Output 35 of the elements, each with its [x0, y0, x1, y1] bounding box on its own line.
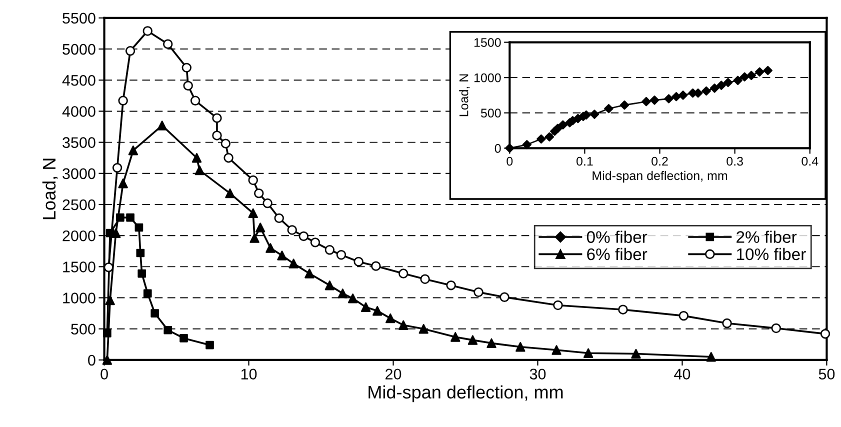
x-tick-label: 50: [818, 368, 835, 380]
y-tick-label: 1500: [63, 262, 96, 272]
y-tick-label: 1000: [474, 73, 501, 82]
x-axis-title: Mid-span deflection, mm: [592, 170, 728, 183]
y-tick-label: 4000: [62, 106, 96, 117]
x-tick-label: 0.3: [726, 156, 743, 166]
y-tick-label: 5500: [62, 12, 96, 24]
legend-label: 6% fiber: [587, 248, 648, 260]
y-tick-label: 500: [71, 324, 96, 335]
y-axis-title: Load, N: [42, 158, 58, 220]
x-axis-title: Mid-span deflection, mm: [368, 385, 563, 402]
legend-label: 2% fiber: [736, 230, 797, 243]
x-tick-label: 0.4: [802, 156, 818, 166]
y-tick-label: 2500: [62, 199, 96, 210]
x-tick-label: 0: [506, 156, 513, 166]
legend-label: 0% fiber: [586, 230, 648, 243]
x-tick-label: 20: [386, 368, 402, 380]
y-tick-label: 3000: [62, 168, 96, 180]
y-tick-label: 0: [88, 354, 96, 366]
x-tick-label: 30: [530, 368, 546, 380]
y-tick-label: 1000: [63, 292, 96, 304]
y-tick-label: 2000: [62, 230, 96, 242]
y-tick-label: 4500: [62, 74, 96, 86]
y-tick-label: 500: [480, 108, 501, 118]
y-tick-label: 0: [494, 144, 501, 153]
x-tick-label: 10: [241, 368, 257, 380]
y-tick-label: 5000: [62, 44, 96, 55]
x-tick-label: 40: [674, 368, 690, 380]
x-tick-label: 0.2: [652, 156, 668, 166]
y-tick-label: 1500: [474, 38, 501, 47]
legend-label: 10% fiber: [737, 248, 806, 260]
y-axis-title: Load, N: [459, 74, 470, 116]
x-tick-label: 0.1: [576, 156, 593, 166]
y-tick-label: 3500: [62, 137, 96, 148]
x-tick-label: 0: [100, 368, 108, 380]
